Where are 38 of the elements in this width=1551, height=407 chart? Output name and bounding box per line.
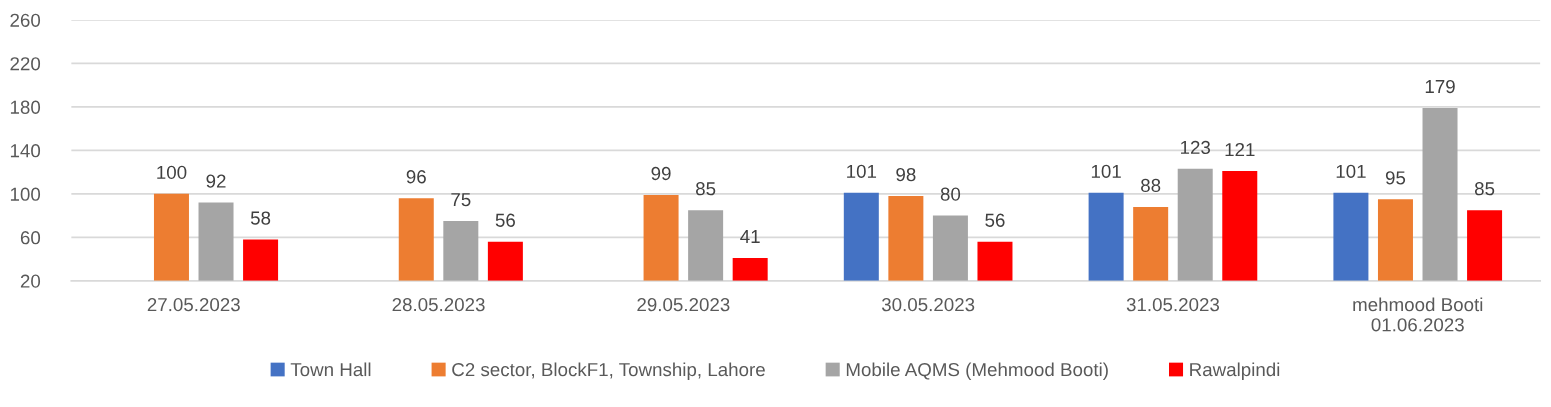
legend-label: C2 sector, BlockF1, Township, Lahore [452,362,765,380]
data-label: 99 [651,166,671,181]
y-tick-label: 60 [20,231,41,245]
y-tick-label: 100 [10,187,41,201]
data-label: 92 [206,174,226,188]
data-label: 101 [1336,164,1366,178]
data-label: 85 [696,182,716,196]
data-label: 58 [250,211,271,225]
data-label: 98 [896,167,916,182]
data-label: 179 [1425,79,1455,94]
legend-label: Mobile AQMS (Mehmood Booti) [846,362,1108,380]
data-label: 80 [940,187,961,201]
x-tick-label: 30.05.2023 [881,297,975,312]
y-tick-label: 180 [10,100,41,114]
data-label: 101 [847,164,877,178]
data-label: 96 [406,170,426,184]
data-label: 100 [157,165,187,180]
data-label: 75 [451,193,471,207]
data-label: 88 [1141,178,1161,193]
legend-label: Town Hall [290,362,371,377]
data-label: 56 [985,213,1005,227]
legend-label: Rawalpindi [1190,362,1280,380]
x-tick-label: mehmood Booti 01.06.2023 [1353,297,1483,332]
x-tick-label: 31.05.2023 [1126,297,1220,312]
y-tick-label: 140 [10,144,41,158]
y-tick-label: 20 [20,274,41,288]
data-label: 56 [495,213,515,227]
x-tick-label: 29.05.2023 [637,297,730,312]
data-label: 95 [1385,171,1406,185]
x-tick-label: 27.05.2023 [147,297,240,312]
data-label: 85 [1474,182,1495,196]
y-tick-label: 220 [10,57,41,71]
data-label: 101 [1091,164,1121,178]
x-tick-label: 28.05.2023 [392,297,485,312]
data-label: 41 [740,230,760,243]
data-label: 121 [1225,142,1255,157]
y-tick-label: 260 [10,13,41,27]
data-label: 123 [1181,140,1211,155]
